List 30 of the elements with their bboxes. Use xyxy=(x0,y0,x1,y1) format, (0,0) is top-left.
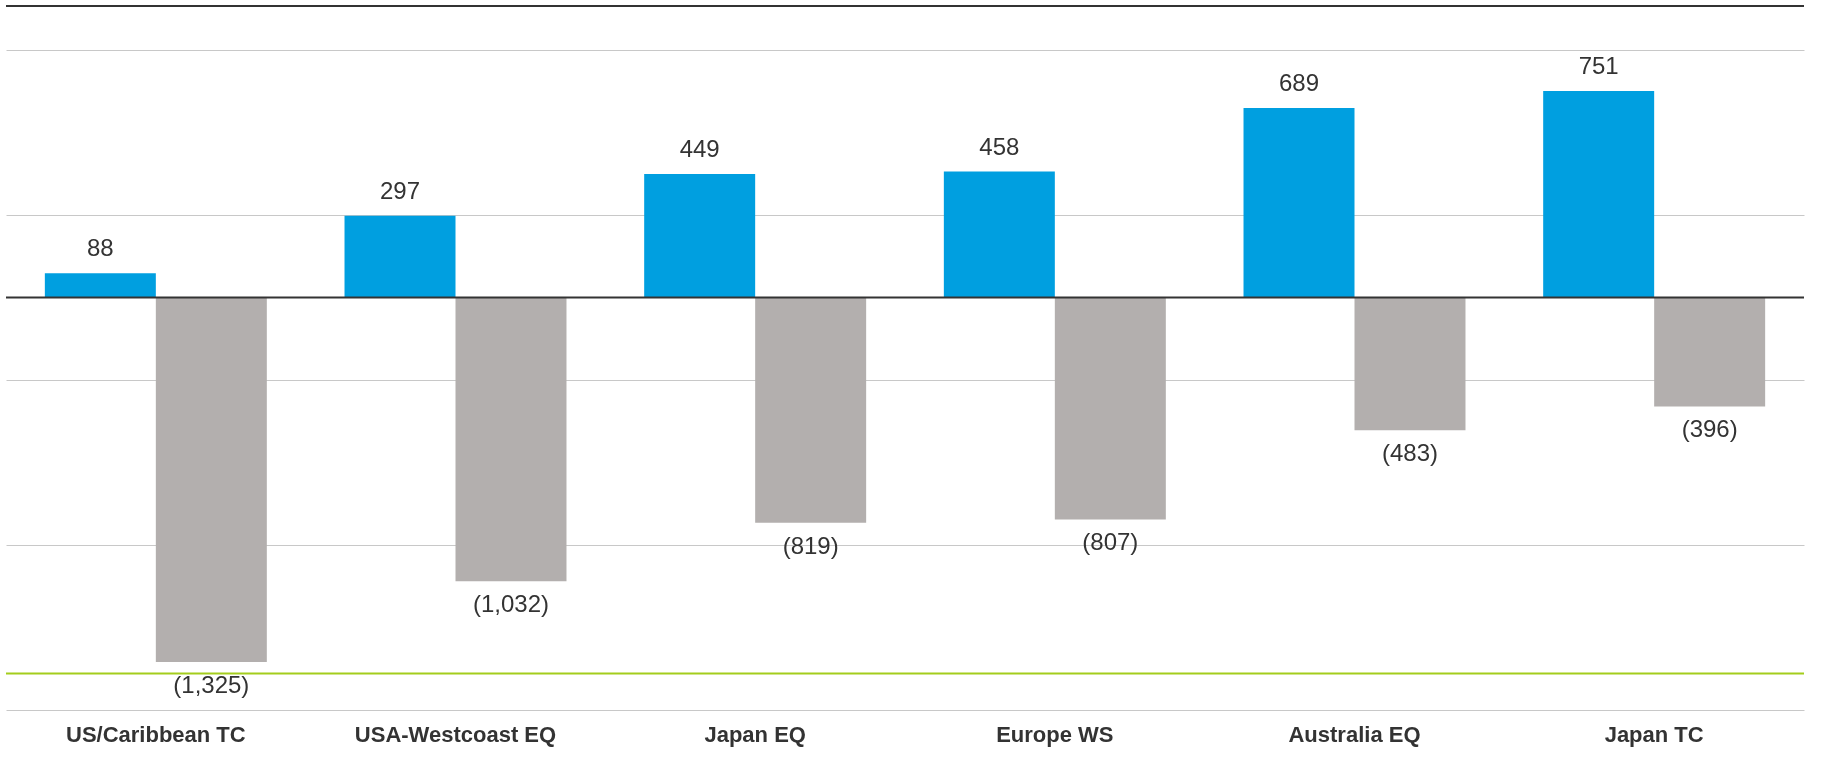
bar xyxy=(455,297,567,582)
bar xyxy=(644,174,756,298)
data-label: (1,032) xyxy=(472,590,550,618)
bar xyxy=(344,215,456,298)
x-tick-label: Australia EQ xyxy=(1288,721,1421,747)
bar xyxy=(1654,297,1766,407)
bar xyxy=(1054,297,1166,520)
x-tick-label: USA-Westcoast EQ xyxy=(354,721,557,747)
data-label: 88 xyxy=(86,234,114,262)
bar xyxy=(44,273,156,298)
x-tick-label: Europe WS xyxy=(996,721,1114,747)
x-tick-label: US/Caribbean TC xyxy=(65,721,246,747)
data-label: (483) xyxy=(1381,439,1439,467)
data-label: 297 xyxy=(379,176,421,204)
data-label: 458 xyxy=(979,132,1020,160)
data-label: (807) xyxy=(1082,528,1139,556)
data-label: (819) xyxy=(782,531,839,559)
bar xyxy=(943,171,1055,298)
bar xyxy=(1243,108,1355,298)
x-tick-label: Japan EQ xyxy=(704,721,806,747)
bar xyxy=(1354,297,1466,431)
bar xyxy=(755,297,867,523)
data-label: (1,325) xyxy=(173,670,250,698)
data-label: (396) xyxy=(1681,415,1738,443)
x-tick-label: Japan TC xyxy=(1604,721,1704,747)
bar xyxy=(1543,90,1655,298)
data-label: 751 xyxy=(1578,51,1619,79)
data-label: 689 xyxy=(1278,69,1320,97)
bar xyxy=(155,297,267,662)
data-label: 449 xyxy=(679,135,720,163)
